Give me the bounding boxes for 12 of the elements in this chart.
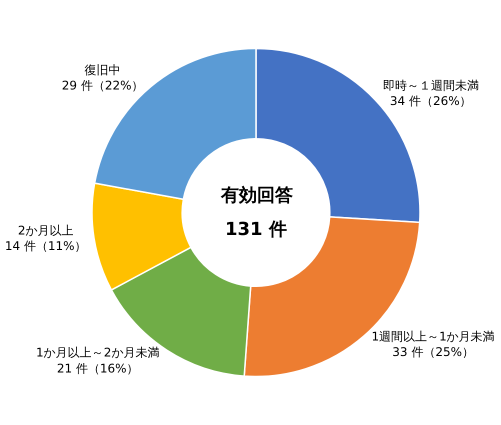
data-label: 33 件（25%） — [392, 345, 474, 360]
data-label: 14 件（11%） — [4, 239, 87, 254]
slice-label: 即時～１週間未満 — [382, 78, 479, 92]
data-label: 21 件（16%） — [56, 361, 139, 376]
slice-label: 1か月以上～2か月未満 — [36, 346, 160, 360]
data-label: 29 件（22%） — [62, 78, 144, 93]
text: 131 件 — [225, 219, 287, 240]
slice-label: 復旧中 — [84, 63, 121, 78]
slice-label: 2か月以上 — [18, 224, 74, 238]
text: 有効回答 — [220, 185, 293, 206]
data-label: 34 件（26%） — [390, 94, 472, 108]
slice-label: 1週間以上～1か月未満 — [371, 329, 495, 344]
